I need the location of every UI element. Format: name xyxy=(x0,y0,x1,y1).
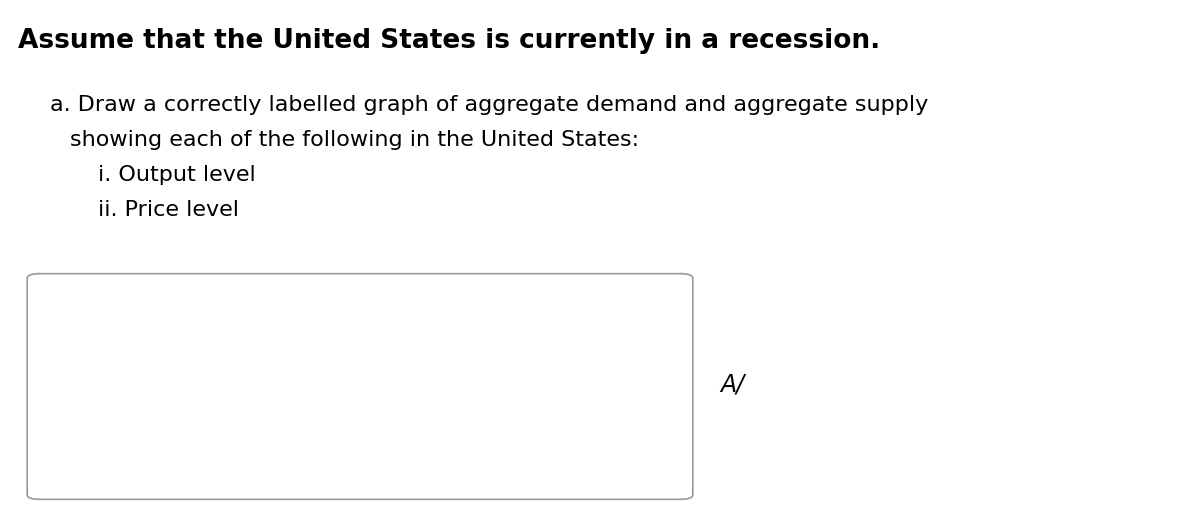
Text: Assume that the United States is currently in a recession.: Assume that the United States is current… xyxy=(18,28,881,54)
Text: ii. Price level: ii. Price level xyxy=(98,200,239,220)
Text: A/: A/ xyxy=(720,373,744,397)
FancyBboxPatch shape xyxy=(28,273,692,499)
Text: a. Draw a correctly labelled graph of aggregate demand and aggregate supply: a. Draw a correctly labelled graph of ag… xyxy=(50,95,929,115)
Text: i. Output level: i. Output level xyxy=(98,165,256,185)
Text: showing each of the following in the United States:: showing each of the following in the Uni… xyxy=(70,130,640,150)
